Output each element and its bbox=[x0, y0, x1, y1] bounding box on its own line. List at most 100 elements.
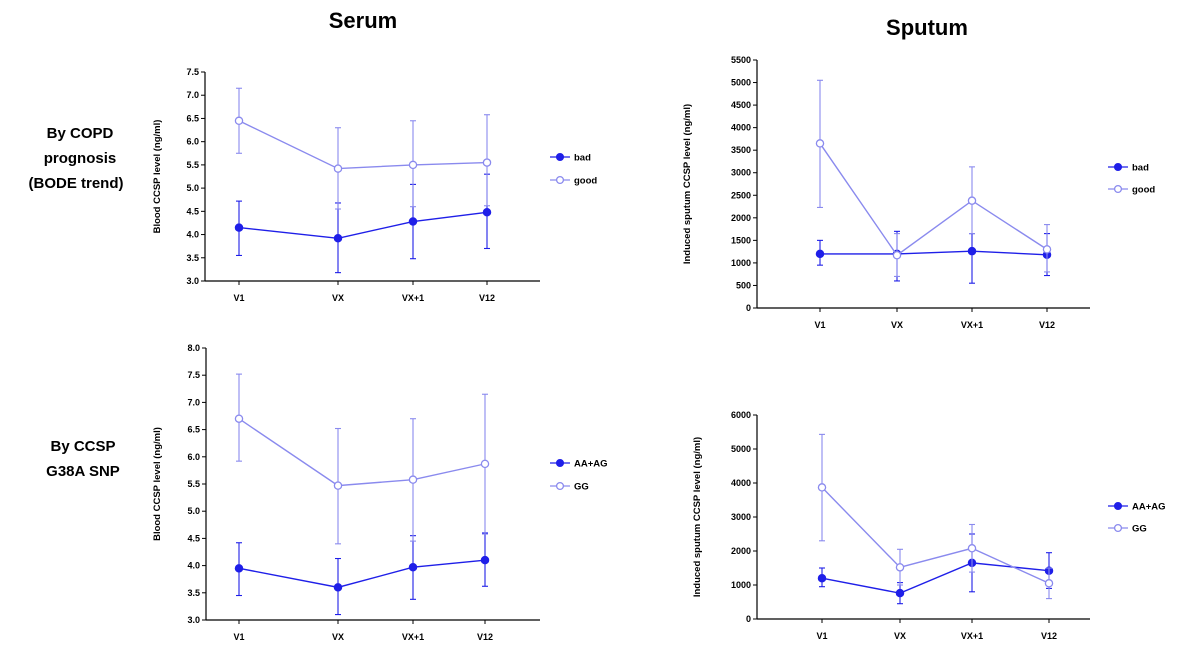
sputum-bode-legend-label: good bbox=[1132, 185, 1155, 196]
sputum-bode-y-tick-label: 4500 bbox=[731, 100, 751, 110]
serum-bode-x-tick-label: V1 bbox=[233, 293, 244, 303]
serum-bode-data-point bbox=[408, 160, 418, 170]
sputum-snp-legend-marker bbox=[1113, 523, 1123, 533]
sputum-bode-x-tick-label: VX+1 bbox=[961, 320, 983, 330]
sputum-bode-y-tick-label: 1500 bbox=[731, 235, 751, 245]
serum-bode-x-tick-label: VX+1 bbox=[402, 293, 424, 303]
serum-snp-data-point bbox=[333, 583, 343, 592]
sputum-snp-series-gg-line bbox=[821, 486, 1050, 584]
serum-snp-data-point bbox=[408, 475, 418, 484]
serum-snp-data-point bbox=[234, 414, 244, 423]
serum-snp-series-aa-ag-line bbox=[238, 559, 486, 589]
serum-bode-y-tick-label: 3.0 bbox=[186, 276, 199, 286]
serum-bode-data-point bbox=[333, 164, 343, 173]
serum-snp-y-tick-label: 3.5 bbox=[187, 588, 200, 598]
sputum-snp-y-tick-label: 2000 bbox=[731, 546, 751, 556]
sputum-snp-x-tick-label: V1 bbox=[816, 631, 827, 641]
serum-snp-series-gg-line bbox=[238, 418, 486, 487]
serum-bode-legend-marker bbox=[555, 175, 565, 185]
serum-snp-panel: 3.0 3.5 4.0 4.5 5.0 5.5 6.0 6.5 7.0 7.5 8.0 V1 VX VX+… bbox=[152, 343, 608, 642]
serum-snp-legend-marker bbox=[555, 458, 565, 468]
serum-bode-panel: 3.0 3.5 4.0 4.5 5.0 5.5 6.0 6.5 7.0 7.5 V1 VX VX+1 V1… bbox=[152, 67, 597, 303]
serum-snp-y-tick-label: 4.5 bbox=[187, 533, 200, 543]
serum-snp-data-point bbox=[234, 564, 244, 573]
sputum-snp-y-tick-label: 5000 bbox=[731, 444, 751, 454]
serum-bode-data-point bbox=[234, 116, 244, 126]
sputum-snp-y-tick-label: 6000 bbox=[731, 410, 751, 420]
serum-bode-y-tick-label: 6.5 bbox=[186, 113, 199, 123]
sputum-snp-y-tick-label: 3000 bbox=[731, 512, 751, 522]
sputum-bode-x-tick-label: V1 bbox=[814, 320, 825, 330]
sputum-snp-data-point bbox=[967, 544, 977, 553]
sputum-snp-series-aa-ag-line bbox=[821, 562, 1050, 594]
serum-bode-y-tick-label: 4.0 bbox=[186, 230, 199, 240]
serum-snp-x-tick-label: V12 bbox=[477, 632, 493, 642]
row-label-prognosis-line1: By COPD bbox=[47, 125, 114, 142]
serum-bode-y-tick-label: 6.0 bbox=[186, 137, 199, 147]
serum-snp-data-point bbox=[480, 555, 490, 565]
serum-snp-y-tick-label: 3.0 bbox=[187, 615, 200, 625]
serum-bode-series-bad-line bbox=[238, 211, 488, 239]
serum-bode-y-tick-label: 4.5 bbox=[186, 206, 199, 216]
serum-snp-data-point bbox=[408, 562, 418, 572]
sputum-bode-y-tick-label: 0 bbox=[746, 303, 751, 313]
sputum-snp-x-tick-label: V12 bbox=[1041, 631, 1057, 641]
serum-snp-legend-label: GG bbox=[574, 482, 589, 493]
sputum-bode-series-good-line bbox=[819, 143, 1048, 257]
serum-bode-y-tick-label: 7.0 bbox=[186, 90, 199, 100]
serum-bode-x-tick-label: VX bbox=[332, 293, 344, 303]
serum-snp-x-tick-label: V1 bbox=[233, 632, 244, 642]
serum-bode-y-tick-label: 3.5 bbox=[186, 253, 199, 263]
sputum-snp-legend-label: GG bbox=[1132, 524, 1147, 535]
sputum-bode-y-tick-label: 1000 bbox=[731, 258, 751, 268]
serum-bode-data-point bbox=[408, 217, 418, 226]
sputum-snp-data-point bbox=[895, 563, 905, 572]
row-label-snp-line1: By CCSP bbox=[50, 438, 115, 455]
serum-bode-y-tick-label: 5.5 bbox=[186, 160, 199, 170]
sputum-bode-data-point bbox=[815, 139, 825, 148]
sputum-bode-legend-label: bad bbox=[1132, 163, 1149, 174]
serum-column-title: Serum bbox=[329, 8, 397, 33]
sputum-snp-data-point bbox=[817, 573, 827, 583]
sputum-bode-data-point bbox=[815, 249, 825, 259]
serum-bode-y-tick-label: 7.5 bbox=[186, 67, 199, 77]
serum-bode-data-point bbox=[234, 223, 244, 232]
serum-bode-data-point bbox=[482, 158, 492, 167]
serum-bode-y-axis-label: Blood CCSP level (ng/ml) bbox=[152, 120, 163, 234]
sputum-bode-data-point bbox=[967, 196, 977, 205]
serum-snp-y-tick-label: 7.5 bbox=[187, 370, 200, 380]
sputum-snp-x-tick-label: VX+1 bbox=[961, 631, 983, 641]
sputum-bode-y-axis-label: Induced sputum CCSP level (ng/ml) bbox=[682, 104, 693, 264]
sputum-snp-data-point bbox=[817, 483, 827, 492]
serum-snp-y-tick-label: 7.0 bbox=[187, 397, 200, 407]
sputum-snp-y-tick-label: 4000 bbox=[731, 478, 751, 488]
sputum-snp-x-tick-label: VX bbox=[894, 631, 906, 641]
sputum-bode-y-tick-label: 2000 bbox=[731, 213, 751, 223]
sputum-snp-legend-label: AA+AG bbox=[1132, 502, 1166, 513]
sputum-bode-y-tick-label: 4000 bbox=[731, 123, 751, 133]
sputum-bode-legend-marker bbox=[1113, 184, 1123, 194]
sputum-bode-y-tick-label: 5000 bbox=[731, 78, 751, 88]
sputum-bode-x-tick-label: VX bbox=[891, 320, 903, 330]
sputum-bode-series-bad-line bbox=[820, 250, 1048, 256]
sputum-snp-data-point bbox=[895, 588, 905, 598]
serum-bode-legend-label: good bbox=[574, 176, 597, 187]
sputum-column-title: Sputum bbox=[886, 15, 968, 40]
serum-snp-y-tick-label: 5.0 bbox=[187, 506, 200, 516]
sputum-snp-panel: 0 1000 2000 3000 4000 5000 6000 V1 VX VX+1 V12 Indu… bbox=[692, 410, 1166, 641]
serum-bode-series-good-line bbox=[238, 120, 488, 170]
sputum-bode-y-tick-label: 3500 bbox=[731, 145, 751, 155]
sputum-bode-y-tick-label: 500 bbox=[736, 280, 751, 290]
sputum-bode-y-tick-label: 5500 bbox=[731, 55, 751, 65]
serum-snp-legend-marker bbox=[555, 481, 565, 491]
sputum-bode-y-tick-label: 2500 bbox=[731, 190, 751, 200]
serum-snp-y-axis-label: Blood CCSP level (ng/ml) bbox=[152, 427, 163, 541]
row-label-prognosis-line3: (BODE trend) bbox=[29, 175, 124, 192]
serum-snp-y-tick-label: 5.5 bbox=[187, 479, 200, 489]
sputum-bode-panel: 0 500 1000 1500 2000 2500 3000 3500 4000 4500 5000… bbox=[682, 55, 1155, 330]
sputum-bode-legend-marker bbox=[1113, 162, 1123, 172]
serum-bode-legend-label: bad bbox=[574, 153, 591, 164]
serum-snp-data-point bbox=[480, 459, 490, 469]
serum-snp-y-tick-label: 6.5 bbox=[187, 425, 200, 435]
